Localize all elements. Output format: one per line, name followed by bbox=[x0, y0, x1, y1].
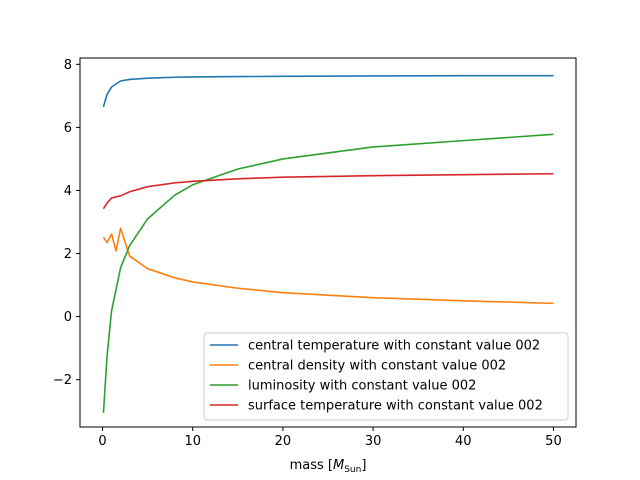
series-layer bbox=[102, 74, 554, 413]
legend-label-2: luminosity with constant value 002 bbox=[248, 379, 476, 394]
x-tick-label: 40 bbox=[455, 434, 472, 449]
x-tick-label: 50 bbox=[545, 434, 562, 449]
series-line-3 bbox=[102, 172, 554, 210]
legend-box bbox=[203, 332, 569, 421]
legend-label-3: surface temperature with constant value … bbox=[248, 399, 543, 414]
y-axis-ticks: −2 0 2 4 6 8 bbox=[53, 58, 80, 388]
series-line-2 bbox=[102, 133, 554, 413]
y-tick-label: 4 bbox=[64, 184, 72, 199]
x-axis-unit-subscript: Sun bbox=[344, 465, 361, 475]
x-axis-unit-symbol: M bbox=[333, 458, 344, 473]
x-tick-label: 20 bbox=[275, 434, 292, 449]
legend: central temperature with constant value … bbox=[203, 332, 569, 421]
x-axis-label-text: mass bbox=[290, 458, 324, 473]
x-tick-label: 30 bbox=[365, 434, 382, 449]
series-line-0 bbox=[102, 74, 554, 108]
legend-label-1: central density with constant value 002 bbox=[248, 359, 506, 374]
x-tick-label: 10 bbox=[184, 434, 201, 449]
x-axis-label: mass [MSun] bbox=[290, 458, 367, 475]
y-tick-label: 0 bbox=[64, 310, 72, 325]
y-tick-label: 8 bbox=[64, 58, 72, 73]
legend-label-0: central temperature with constant value … bbox=[248, 339, 540, 354]
series-line-1 bbox=[102, 227, 554, 305]
y-tick-label: −2 bbox=[53, 373, 72, 388]
plot-frame bbox=[79, 57, 577, 428]
y-tick-label: 2 bbox=[64, 247, 72, 262]
x-tick-label: 0 bbox=[98, 434, 106, 449]
x-axis-ticks: 0 10 20 30 40 50 bbox=[98, 427, 562, 449]
y-tick-label: 6 bbox=[64, 121, 72, 136]
